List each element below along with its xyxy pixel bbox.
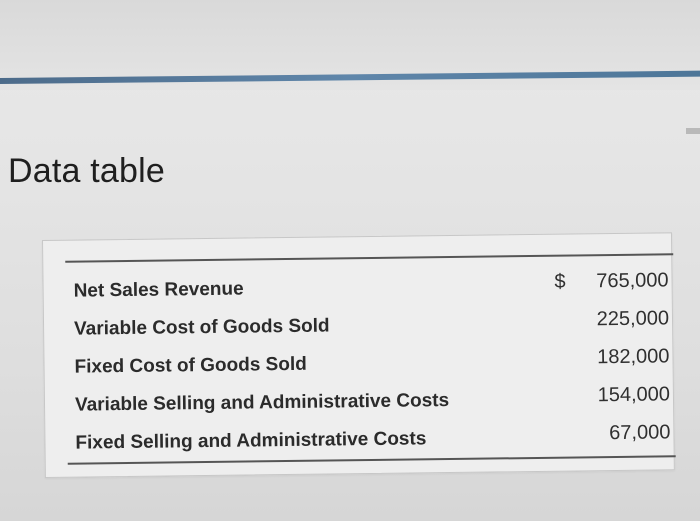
page-title: Data table (8, 152, 165, 190)
row-label-variable-sga: Variable Selling and Administrative Cost… (74, 390, 450, 416)
row-label-net-sales-revenue: Net Sales Revenue (73, 278, 244, 302)
data-table: Net Sales Revenue $ 765,000 Variable Cos… (73, 263, 670, 460)
row-label-variable-cogs: Variable Cost of Goods Sold (73, 315, 330, 340)
row-value-variable-sga: 154,000 (597, 383, 671, 407)
row-value-fixed-cogs: 182,000 (597, 345, 670, 369)
table-top-rule (65, 253, 674, 263)
row-value-variable-cogs: 225,000 (596, 307, 670, 331)
row-value-fixed-sga: 67,000 (609, 421, 671, 445)
row-label-fixed-sga: Fixed Selling and Administrative Costs (75, 428, 427, 454)
edge-mark (686, 128, 700, 134)
row-value-net-sales-revenue: 765,000 (596, 269, 669, 293)
row-label-fixed-cogs: Fixed Cost of Goods Sold (74, 353, 307, 378)
currency-symbol: $ (554, 270, 566, 293)
data-table-panel: Net Sales Revenue $ 765,000 Variable Cos… (42, 232, 676, 478)
table-row: Fixed Selling and Administrative Costs 6… (75, 415, 670, 460)
